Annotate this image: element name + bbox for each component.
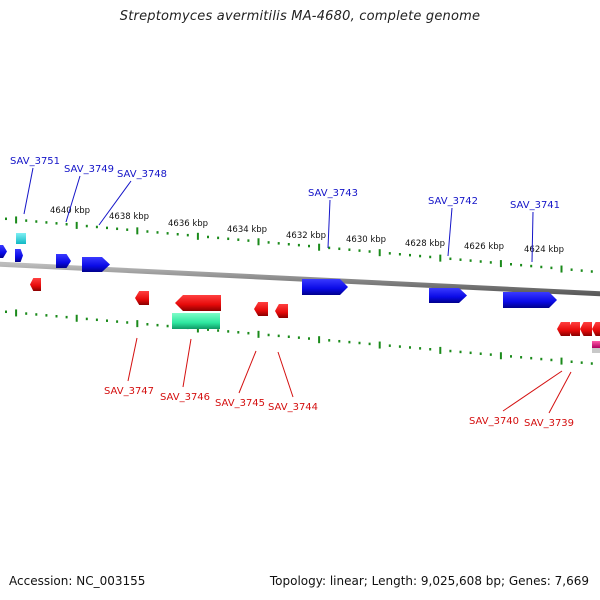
- kbp-tick-label: 4630 kbp: [346, 235, 386, 245]
- gene-label-reverse-leader-line: [238, 350, 257, 394]
- pseudo-gene-block[interactable]: [172, 313, 220, 329]
- kbp-tick-label: 4628 kbp: [405, 239, 445, 249]
- genome-summary: Topology: linear; Length: 9,025,608 bp; …: [269, 574, 589, 588]
- reverse-gene-arrow[interactable]: [135, 291, 149, 305]
- kbp-tick-label: 4626 kbp: [464, 242, 504, 252]
- gene-label-forward-leader-line: [531, 211, 534, 263]
- gene-label-forward[interactable]: SAV_3749: [64, 164, 114, 175]
- forward-gene-arrow[interactable]: [302, 279, 348, 295]
- forward-gene-arrow[interactable]: [82, 257, 110, 272]
- reverse-gene-arrow[interactable]: [254, 302, 268, 316]
- other-gene-shadow: [592, 348, 600, 353]
- forward-gene-arrow[interactable]: [429, 288, 467, 303]
- gene-label-reverse[interactable]: SAV_3739: [524, 418, 574, 429]
- gene-label-reverse-leader-line: [182, 338, 192, 388]
- kbp-tick-label: 4638 kbp: [109, 212, 149, 222]
- gene-label-reverse-leader-line: [548, 371, 572, 414]
- kbp-tick-label: 4640 kbp: [50, 206, 90, 216]
- gene-label-forward-leader-line: [447, 207, 453, 257]
- gene-label-forward[interactable]: SAV_3741: [510, 200, 560, 211]
- gene-label-forward-leader-line: [98, 180, 132, 226]
- reverse-gene-arrow[interactable]: [175, 295, 221, 311]
- reverse-gene-arrow[interactable]: [592, 322, 600, 336]
- reverse-gene-arrow[interactable]: [568, 322, 580, 336]
- gene-label-forward-leader-line: [23, 167, 34, 215]
- other-gene-block[interactable]: [592, 341, 600, 348]
- forward-gene-arrow[interactable]: [0, 245, 7, 258]
- forward-gene-arrow[interactable]: [503, 292, 557, 308]
- kbp-tick-label: 4636 kbp: [168, 219, 208, 229]
- gene-label-reverse-leader-line: [127, 337, 138, 382]
- kbp-tick-label: 4624 kbp: [524, 245, 564, 255]
- gene-label-reverse[interactable]: SAV_3745: [215, 398, 265, 409]
- gene-label-forward[interactable]: SAV_3742: [428, 196, 478, 207]
- gene-label-reverse[interactable]: SAV_3746: [160, 392, 210, 403]
- gene-label-reverse[interactable]: SAV_3747: [104, 386, 154, 397]
- gene-label-forward-leader-line: [327, 199, 331, 249]
- genome-title: Streptomyces avermitilis MA-4680, comple…: [119, 9, 481, 24]
- forward-gene-arrow[interactable]: [56, 254, 71, 268]
- kbp-tick-label: 4632 kbp: [286, 231, 326, 241]
- gene-label-reverse[interactable]: SAV_3740: [469, 416, 519, 427]
- forward-gene-arrow[interactable]: [15, 249, 23, 262]
- reverse-gene-arrow[interactable]: [275, 304, 288, 318]
- gene-label-forward-leader-line: [65, 175, 81, 223]
- gene-label-reverse[interactable]: SAV_3744: [268, 402, 318, 413]
- gene-label-forward[interactable]: SAV_3751: [10, 156, 60, 167]
- kbp-tick-label: 4634 kbp: [227, 225, 267, 235]
- reverse-gene-arrow[interactable]: [557, 322, 570, 336]
- reverse-gene-arrow[interactable]: [30, 278, 41, 291]
- accession-label: Accession: NC_003155: [9, 574, 146, 588]
- gene-label-forward[interactable]: SAV_3743: [308, 188, 358, 199]
- gene-label-reverse-leader-line: [277, 351, 294, 398]
- gene-label-forward[interactable]: SAV_3748: [117, 169, 167, 180]
- reverse-gene-arrow[interactable]: [580, 322, 592, 336]
- gene-label-reverse-leader-line: [502, 370, 563, 412]
- rna-gene-block[interactable]: [16, 233, 26, 244]
